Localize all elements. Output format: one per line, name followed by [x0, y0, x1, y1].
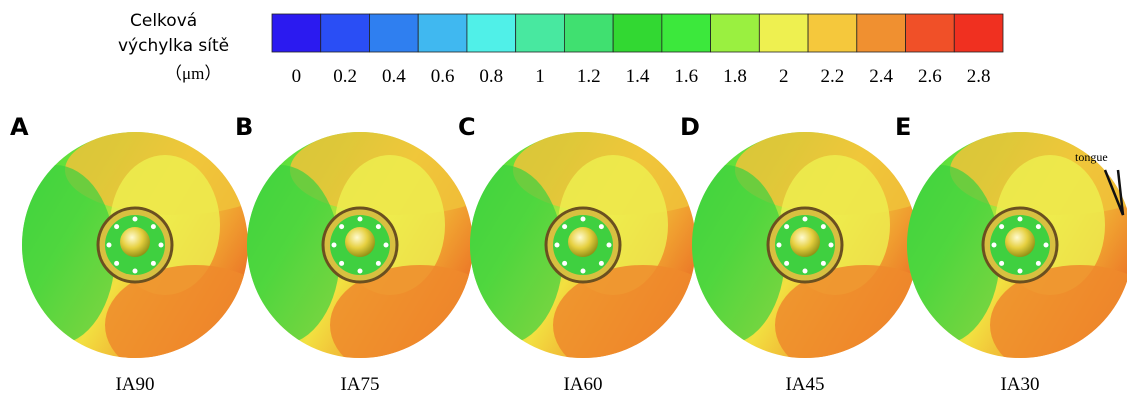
panel-caption: IA45 — [785, 374, 824, 395]
colorbar-tick-label: 1 — [535, 66, 545, 87]
hole — [562, 261, 567, 266]
colorbar-tick-label: 2.2 — [821, 66, 845, 87]
hole — [133, 269, 138, 274]
colorbar-tick-label: 2.4 — [869, 66, 893, 87]
colorbar-tick-label: 2.6 — [918, 66, 942, 87]
colorbar-tick-label: 1.6 — [674, 66, 698, 87]
panel-letter: B — [235, 113, 253, 141]
hole — [999, 224, 1004, 229]
colorbar-segment — [516, 14, 565, 52]
colorbar-segment — [857, 14, 906, 52]
hole — [1018, 269, 1023, 274]
colorbar-tick-label: 0 — [292, 66, 302, 87]
legend-title: Celková — [130, 11, 197, 31]
colorbar-segment — [613, 14, 662, 52]
legend-unit: （μm） — [165, 64, 221, 83]
panel — [880, 125, 1127, 385]
colorbar-segment — [906, 14, 955, 52]
hole — [599, 261, 604, 266]
hole — [562, 224, 567, 229]
hole — [376, 261, 381, 266]
colorbar-tick-label: 0.4 — [382, 66, 406, 87]
colorbar-segment — [272, 14, 321, 52]
hole — [159, 243, 164, 248]
colorbar-segment — [711, 14, 760, 52]
colorbar-segment — [467, 14, 516, 52]
hole — [581, 217, 586, 222]
hole — [803, 269, 808, 274]
hole — [821, 261, 826, 266]
ball — [345, 227, 375, 257]
hole — [151, 224, 156, 229]
colorbar-segment — [954, 14, 1003, 52]
ball — [790, 227, 820, 257]
legend-title: výchylka sítě — [118, 36, 229, 56]
colorbar-tick-label: 0.8 — [479, 66, 503, 87]
panel-caption: IA75 — [340, 374, 379, 395]
hole — [339, 261, 344, 266]
field-band — [0, 165, 115, 345]
hole — [1044, 243, 1049, 248]
hole — [1018, 217, 1023, 222]
panel-letter: A — [10, 113, 29, 141]
ball — [568, 227, 598, 257]
hole — [376, 224, 381, 229]
panel — [0, 125, 285, 385]
hole — [1036, 261, 1041, 266]
hole — [999, 261, 1004, 266]
ball — [1005, 227, 1035, 257]
colorbar-tick-label: 1.4 — [626, 66, 650, 87]
colorbar-tick-label: 1.8 — [723, 66, 747, 87]
panel-caption: IA60 — [563, 374, 602, 395]
hole — [599, 224, 604, 229]
colorbar-tick-label: 1.2 — [577, 66, 601, 87]
figure: Celková výchylka sítě （μm） 0 0.2 0.4 0.6 0.8… — [0, 0, 1127, 405]
hole — [339, 224, 344, 229]
hole — [784, 261, 789, 266]
hole — [358, 217, 363, 222]
hole — [151, 261, 156, 266]
colorbar-tick-label: 0.6 — [431, 66, 455, 87]
hole — [581, 269, 586, 274]
panel-letter: C — [458, 113, 476, 141]
colorbar-tick-label: 2 — [779, 66, 789, 87]
hole — [992, 243, 997, 248]
hole — [133, 217, 138, 222]
colorbar-segment — [564, 14, 613, 52]
hole — [1036, 224, 1041, 229]
panel — [443, 125, 733, 385]
panel-letter: E — [895, 113, 911, 141]
hole — [107, 243, 112, 248]
hole — [607, 243, 612, 248]
hole — [114, 224, 119, 229]
colorbar-segment — [662, 14, 711, 52]
hole — [384, 243, 389, 248]
panel-letter: D — [680, 113, 700, 141]
hole — [777, 243, 782, 248]
panel-caption: IA90 — [115, 374, 154, 395]
hole — [555, 243, 560, 248]
colorbar-tick-label: 0.2 — [333, 66, 357, 87]
hole — [784, 224, 789, 229]
colorbar-segment — [321, 14, 370, 52]
colorbar-segment — [418, 14, 467, 52]
panel-caption: IA30 — [1000, 374, 1039, 395]
hole — [821, 224, 826, 229]
hole — [114, 261, 119, 266]
hole — [332, 243, 337, 248]
panel — [220, 125, 510, 385]
ball — [120, 227, 150, 257]
hole — [803, 217, 808, 222]
colorbar-segment — [759, 14, 808, 52]
colorbar-tick-label: 2.8 — [967, 66, 991, 87]
hole — [358, 269, 363, 274]
hole — [829, 243, 834, 248]
colorbar-segment — [369, 14, 418, 52]
annotation: tongue — [1075, 150, 1108, 164]
colorbar-segment — [808, 14, 857, 52]
